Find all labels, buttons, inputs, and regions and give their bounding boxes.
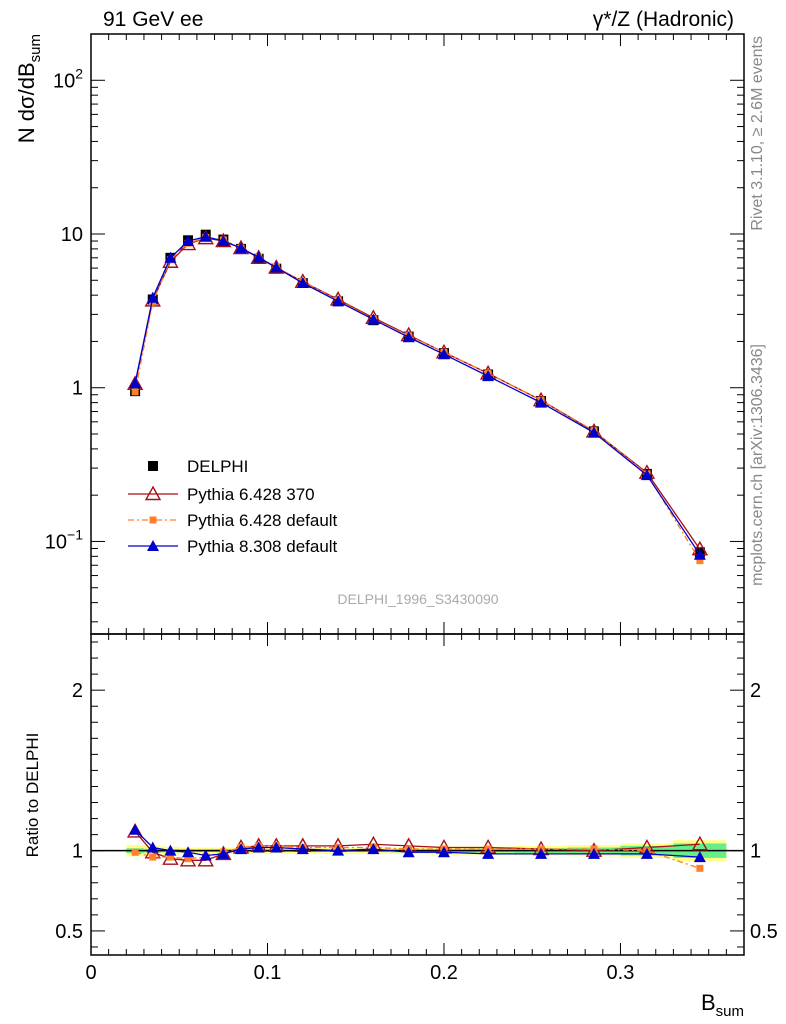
legend-label: Pythia 8.308 default [187, 537, 338, 556]
ratio-series-2-point [367, 843, 380, 855]
ratio-series-2-point [235, 843, 248, 855]
header-left-label: 91 GeV ee [103, 8, 204, 31]
series-3-point [640, 469, 653, 481]
series-3-point [437, 348, 450, 360]
ratio-series-2-point [164, 844, 177, 856]
ratio-series-1-point [166, 853, 174, 861]
ratio-series-2-point [252, 841, 265, 853]
series-2-point [131, 388, 139, 396]
legend-label: Pythia 6.428 370 [187, 485, 315, 504]
series-3-point [296, 277, 309, 289]
ratio-series-0-point [691, 835, 709, 851]
x-tick-label: 0.3 [607, 962, 635, 984]
ratio-series-2-point [146, 841, 159, 853]
y-axis-label: N dσ/dBsum [14, 34, 44, 143]
x-tick-label: 0 [85, 962, 96, 984]
legend-marker [148, 461, 158, 471]
series-3-point [693, 548, 706, 560]
ratio-series-1-point [149, 853, 157, 861]
legend-marker [149, 516, 157, 524]
ratio-series-2-point [296, 843, 309, 855]
legend-marker [144, 485, 162, 501]
ratio-tick-label-left: 0.5 [55, 921, 83, 943]
ratio-tick-label-left: 2 [72, 680, 83, 702]
series-3-point [146, 291, 159, 303]
series-3-point [402, 331, 415, 343]
ratio-series-2-point [640, 847, 653, 859]
series-3-point [129, 377, 142, 389]
series-3-point [367, 313, 380, 325]
series-2-point [696, 557, 704, 565]
ratio-series-1-point [184, 855, 192, 863]
series-3-point [332, 295, 345, 307]
ratio-panel-frame [90, 633, 745, 956]
ratio-series-2-point [332, 844, 345, 856]
legend-marker [147, 540, 159, 551]
series-3-point [164, 251, 177, 263]
ratio-series-2-point [535, 847, 548, 859]
x-tick-label: 0.2 [430, 962, 458, 984]
x-tick-label: 0.1 [254, 962, 282, 984]
y-tick-label: 1 [72, 378, 83, 400]
ratio-series-2-point [217, 847, 230, 859]
ratio-tick-label-right: 2 [750, 680, 761, 702]
series-3-point [217, 235, 230, 247]
ratio-series-1-point [696, 864, 704, 872]
ratio-series-2-point [437, 846, 450, 858]
rivet-label: Rivet 3.1.10, ≥ 2.6M events [749, 36, 766, 231]
x-axis-label: Bsum [701, 990, 744, 1020]
legend-label: Pythia 6.428 default [187, 511, 338, 530]
y-tick-label: 102 [53, 65, 83, 92]
header-right-label: γ*/Z (Hadronic) [592, 8, 734, 31]
ratio-series-2-point [129, 823, 142, 835]
legend-label: DELPHI [187, 457, 248, 476]
series-3-point [535, 396, 548, 408]
ratio-series-2-point [199, 849, 212, 861]
series-3-point [270, 261, 283, 273]
ratio-series-2-point [693, 851, 706, 863]
ratio-series-2-point [587, 847, 600, 859]
series-3-point [252, 251, 265, 263]
y-tick-label: 10 [61, 224, 83, 246]
y-tick-label: 10−1 [45, 526, 83, 553]
ratio-series-2-point [270, 841, 283, 853]
ratio-y-axis-label: Ratio to DELPHI [23, 733, 42, 858]
series-3-point [587, 426, 600, 438]
ratio-tick-label-right: 0.5 [750, 921, 778, 943]
ratio-series-2-point [402, 846, 415, 858]
series-3-point [482, 370, 495, 382]
series-3-point [199, 230, 212, 242]
ratio-tick-label-right: 1 [750, 841, 761, 863]
ratio-series-1-point [131, 848, 139, 856]
ratio-series-2-point [182, 846, 195, 858]
series-3-line [134, 236, 701, 556]
analysis-label: DELPHI_1996_S3430090 [337, 591, 498, 607]
mcplots-label: mcplots.cern.ch [arXiv:1306.3436] [749, 344, 766, 586]
series-3-point [182, 235, 195, 247]
ratio-series-2-point [482, 847, 495, 859]
ratio-tick-label-left: 1 [72, 841, 83, 863]
series-3-point [235, 242, 248, 254]
